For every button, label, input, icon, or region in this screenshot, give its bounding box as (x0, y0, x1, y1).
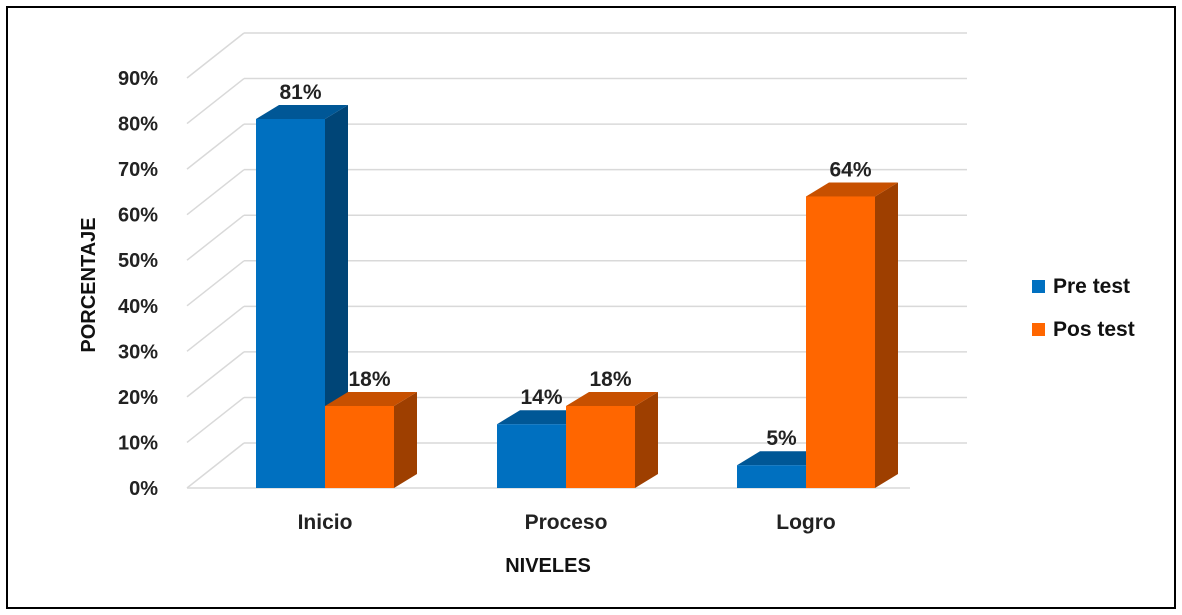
bar-side (635, 392, 658, 488)
bar-side (394, 392, 417, 488)
bar-side (875, 182, 898, 488)
x-axis-categories: Inicio Proceso Logro (298, 511, 836, 534)
y-tick-label: 80% (118, 114, 158, 136)
x-axis-title: NIVELES (505, 555, 591, 577)
gridline-side (186, 442, 245, 489)
bar-front (737, 465, 806, 488)
bar-pre-test-inicio (256, 105, 348, 488)
y-tick-label: 10% (118, 432, 158, 454)
category-label: Inicio (298, 511, 353, 534)
bar-top (256, 105, 348, 119)
bar-pos-test-inicio (325, 392, 417, 488)
bar-pos-test-logro (806, 182, 898, 488)
category-label: Proceso (525, 511, 608, 534)
legend-label: Pos test (1053, 318, 1135, 341)
bar-front (566, 406, 635, 488)
gridline-side (186, 305, 245, 352)
gridline-side (186, 32, 245, 79)
bar-front (256, 119, 325, 488)
gridline-side (186, 351, 245, 398)
bar-top (325, 392, 417, 406)
gridline-side (186, 123, 245, 170)
data-label: 5% (766, 427, 797, 450)
bar-top (806, 182, 898, 197)
y-tick-label: 60% (118, 205, 158, 227)
gridline-side (186, 169, 245, 216)
bar-pos-test-proceso (566, 392, 658, 488)
gridline-side (186, 77, 245, 125)
bar-top (566, 392, 658, 406)
data-labels: 81% 18% 14% 18% 5% 64% (279, 81, 871, 450)
y-axis-title: PORCENTAJE (78, 217, 100, 352)
bars (256, 105, 898, 488)
y-tick-label: 70% (118, 159, 158, 181)
chart-frame (6, 6, 1176, 609)
bar-front (325, 406, 394, 488)
gridline-side (186, 214, 245, 261)
y-tick-label: 40% (118, 296, 158, 318)
y-tick-label: 0% (129, 478, 158, 500)
y-tick-label: 30% (118, 341, 158, 363)
category-label: Logro (776, 511, 835, 534)
gridline-side (186, 260, 245, 307)
y-tick-label: 20% (118, 387, 158, 409)
bar-side (325, 105, 348, 488)
y-tick-label: 90% (118, 68, 158, 90)
gridline-side (186, 396, 245, 444)
data-label: 64% (829, 158, 871, 181)
legend-swatch (1032, 280, 1045, 293)
data-label: 81% (279, 81, 321, 104)
legend: Pre test Pos test (1032, 275, 1135, 341)
legend-label: Pre test (1053, 275, 1130, 298)
data-label: 14% (520, 386, 562, 409)
data-label: 18% (589, 368, 631, 391)
y-tick-label: 50% (118, 250, 158, 272)
bar-front (806, 196, 875, 488)
y-axis-ticks: 0% 10% 20% 30% 40% 50% 60% 70% 80% 90% (118, 68, 158, 500)
data-label: 18% (348, 368, 390, 391)
legend-swatch (1032, 323, 1045, 336)
bar-front (497, 424, 566, 488)
